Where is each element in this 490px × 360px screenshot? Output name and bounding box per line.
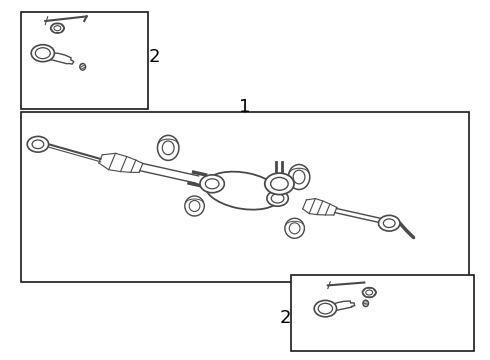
- Ellipse shape: [289, 223, 300, 234]
- Polygon shape: [334, 301, 355, 311]
- Polygon shape: [49, 53, 74, 64]
- Ellipse shape: [185, 196, 204, 216]
- Circle shape: [271, 194, 284, 203]
- Circle shape: [363, 288, 376, 297]
- Ellipse shape: [157, 135, 179, 160]
- Circle shape: [205, 179, 219, 189]
- Ellipse shape: [189, 201, 200, 211]
- Ellipse shape: [80, 63, 86, 70]
- Circle shape: [314, 300, 337, 317]
- Circle shape: [35, 48, 50, 59]
- Circle shape: [31, 45, 54, 62]
- Polygon shape: [203, 177, 283, 202]
- Ellipse shape: [288, 165, 310, 189]
- Ellipse shape: [363, 300, 368, 307]
- Bar: [291, 275, 474, 351]
- Ellipse shape: [162, 141, 174, 155]
- Ellipse shape: [285, 218, 304, 238]
- Bar: [21, 12, 147, 109]
- Ellipse shape: [205, 172, 281, 210]
- Circle shape: [54, 26, 61, 31]
- Circle shape: [378, 215, 400, 231]
- Circle shape: [267, 190, 288, 206]
- Circle shape: [265, 173, 294, 194]
- Text: 2: 2: [149, 48, 161, 66]
- Circle shape: [200, 175, 224, 193]
- Circle shape: [50, 23, 64, 33]
- Text: 1: 1: [239, 98, 251, 116]
- Circle shape: [366, 290, 373, 295]
- Circle shape: [318, 303, 333, 314]
- Bar: [21, 112, 469, 282]
- Circle shape: [270, 177, 288, 190]
- Circle shape: [32, 140, 44, 149]
- Circle shape: [383, 219, 395, 228]
- Ellipse shape: [293, 170, 305, 184]
- Circle shape: [27, 136, 49, 152]
- Text: 2: 2: [279, 309, 291, 327]
